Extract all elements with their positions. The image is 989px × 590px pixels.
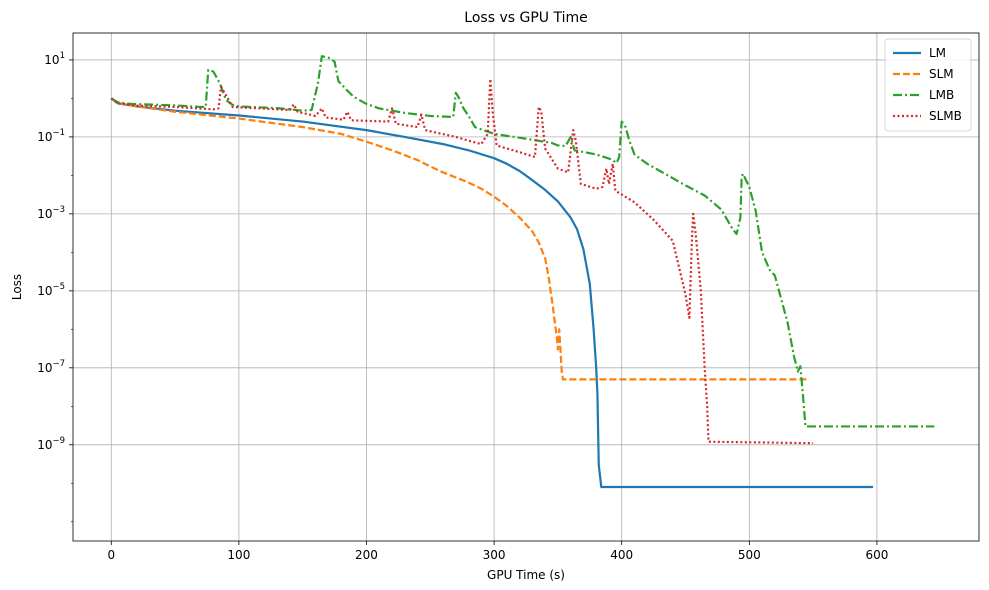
y-tick-label: 10−3: [37, 205, 65, 221]
y-tick-label: 10−7: [37, 359, 65, 375]
chart-title: Loss vs GPU Time: [464, 10, 587, 26]
x-tick-label: 0: [107, 548, 115, 562]
legend-box: [884, 38, 972, 132]
series-lines: [110, 55, 935, 489]
legend-label-lm: LM: [929, 46, 946, 60]
legend-label-slm: SLM: [929, 67, 954, 81]
x-tick-label: 600: [865, 548, 888, 562]
y-tick-label: 10−5: [37, 282, 65, 298]
y-tick-label: 10−9: [37, 436, 65, 452]
y-tick-label: 101: [44, 51, 65, 67]
x-tick-label: 100: [227, 548, 250, 562]
x-axis-label: GPU Time (s): [487, 568, 565, 582]
y-axis-ticks: 101 10−1 10−3 10−5 10−7 10−9: [37, 51, 73, 523]
x-tick-label: 500: [738, 548, 761, 562]
legend-label-lmb: LMB: [929, 88, 954, 102]
x-axis-ticks: 0 100 200 300 400 500 600: [107, 541, 888, 562]
y-axis-label: Loss: [10, 274, 24, 300]
series-line-lmb: [110, 55, 935, 428]
series-line-slm: [110, 97, 807, 381]
series-line-lm: [110, 97, 874, 489]
plot-frame: [72, 32, 980, 542]
legend-label-slmb: SLMB: [929, 109, 962, 123]
series-line-slmb: [110, 77, 814, 445]
grid-lines: [73, 33, 979, 541]
legend: LM SLM LMB SLMB: [884, 38, 972, 132]
x-tick-label: 300: [483, 548, 506, 562]
x-tick-label: 400: [610, 548, 633, 562]
x-tick-label: 200: [355, 548, 378, 562]
y-tick-label: 10−1: [37, 128, 65, 144]
